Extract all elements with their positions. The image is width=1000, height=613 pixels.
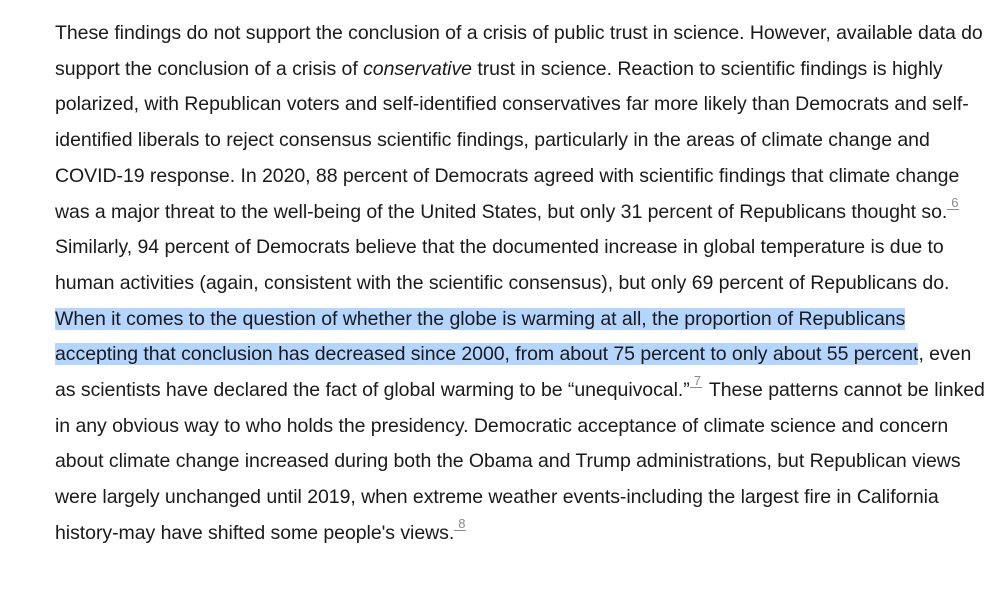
text-segment-3: Similarly, 94 percent of Democrats belie… <box>55 236 950 294</box>
footnote-link-6[interactable]: 6 <box>947 196 960 210</box>
footnote-link-8[interactable]: 8 <box>454 517 467 531</box>
selected-text-highlight[interactable]: When it comes to the question of whether… <box>55 307 919 366</box>
footnote-link-7[interactable]: 7 <box>689 374 702 389</box>
text-segment-4: , even as scientists have declared the f… <box>55 343 972 402</box>
article-body: These findings do not support the conclu… <box>55 16 990 552</box>
text-segment-2: trust in science. Reaction to scientific… <box>55 57 969 223</box>
text-segment-5: These patterns cannot be linked in any o… <box>55 379 985 544</box>
emphasis-conservative: conservative <box>363 57 472 80</box>
paragraph: These findings do not support the conclu… <box>55 16 990 552</box>
text-segment-1: These findings do not support the conclu… <box>55 22 983 80</box>
